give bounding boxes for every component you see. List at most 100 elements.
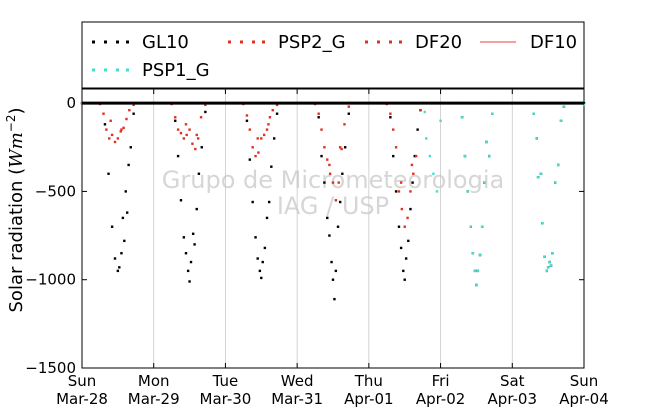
x-tick-label-day: Mon — [138, 372, 170, 390]
data-point — [347, 105, 350, 108]
legend-swatch-dot — [104, 40, 107, 44]
data-point — [323, 181, 326, 184]
data-point — [469, 225, 472, 228]
data-point — [475, 283, 478, 287]
data-point — [200, 146, 203, 149]
legend-swatch-dot — [252, 40, 255, 44]
data-point — [471, 252, 475, 255]
data-point — [108, 137, 111, 140]
x-tick-label-date: Mar-31 — [271, 390, 323, 408]
data-point — [485, 140, 488, 144]
data-point — [182, 137, 186, 140]
data-point — [182, 236, 186, 239]
data-point — [413, 154, 416, 158]
y-axis-label-unit: Wm — [6, 132, 27, 168]
data-point — [122, 126, 125, 130]
data-point — [176, 128, 180, 131]
data-point — [320, 154, 323, 158]
data-point — [110, 133, 114, 137]
data-point — [110, 225, 114, 228]
data-point — [323, 146, 326, 149]
data-point — [328, 234, 331, 237]
legend-box — [81, 21, 585, 89]
data-point — [179, 131, 183, 135]
data-point — [488, 154, 491, 158]
data-point — [466, 190, 470, 193]
data-point — [562, 105, 566, 108]
y-tick-label: 0 — [66, 94, 76, 112]
data-point — [491, 112, 494, 115]
data-point — [121, 216, 125, 220]
data-point — [334, 269, 338, 273]
data-point — [539, 172, 543, 175]
data-point — [125, 117, 128, 121]
data-point — [257, 151, 260, 154]
data-point — [271, 108, 274, 112]
data-point — [409, 207, 412, 211]
legend-swatch-dot — [228, 40, 231, 44]
data-point — [129, 146, 132, 149]
data-point — [185, 133, 188, 137]
data-point — [258, 269, 262, 273]
data-point — [326, 158, 329, 161]
data-point — [251, 200, 254, 204]
x-tick-label-day: Tue — [212, 372, 239, 390]
data-point — [184, 252, 188, 255]
data-point — [460, 116, 464, 119]
data-point — [248, 158, 252, 161]
data-point — [196, 137, 200, 140]
data-point — [248, 128, 252, 131]
data-point — [191, 232, 195, 235]
data-point — [251, 146, 254, 149]
legend-swatch-dot — [365, 40, 368, 44]
data-point — [275, 103, 279, 107]
x-tick-label-date: Apr-01 — [344, 390, 394, 408]
data-point — [263, 246, 267, 250]
data-point — [551, 252, 554, 255]
data-point — [125, 211, 129, 214]
plot-area — [81, 88, 585, 369]
data-point — [406, 216, 409, 220]
data-point — [184, 123, 188, 126]
data-point — [245, 114, 249, 117]
data-point — [245, 119, 249, 122]
data-point — [394, 146, 398, 149]
data-point — [107, 172, 110, 175]
y-tick-label: −1500 — [25, 359, 76, 377]
data-point — [256, 137, 259, 140]
data-point — [102, 112, 105, 115]
data-point — [556, 163, 560, 167]
y-axis-label-close: ) — [6, 107, 27, 114]
data-point — [118, 266, 121, 269]
x-tick-label-day: Sat — [500, 372, 525, 390]
data-point — [549, 264, 553, 267]
legend-swatch-dot — [399, 40, 402, 44]
data-point — [268, 116, 272, 119]
data-point — [120, 252, 123, 255]
data-point — [113, 257, 117, 260]
data-point — [317, 116, 320, 119]
legend-swatch-dot — [116, 68, 119, 72]
legend-label: DF10 — [530, 32, 577, 53]
data-point — [116, 137, 120, 140]
data-point — [404, 257, 408, 260]
data-point — [419, 108, 422, 112]
data-point — [105, 128, 108, 131]
data-point — [412, 172, 415, 175]
data-point — [337, 181, 340, 184]
data-point — [124, 190, 127, 193]
data-point — [338, 200, 342, 204]
y-tick-label: −1000 — [25, 271, 76, 289]
data-point — [174, 116, 177, 119]
watermark-line-2: IAG / USP — [277, 192, 389, 220]
data-point — [132, 112, 135, 115]
y-axis-label: Solar radiation (Wm−2) — [4, 107, 27, 312]
data-point — [347, 112, 350, 115]
data-point — [416, 128, 419, 131]
data-point — [267, 200, 271, 204]
legend-swatch-dot — [126, 40, 129, 44]
data-point — [204, 103, 207, 107]
data-point — [191, 142, 194, 145]
data-point — [120, 128, 123, 131]
data-point — [272, 137, 276, 140]
